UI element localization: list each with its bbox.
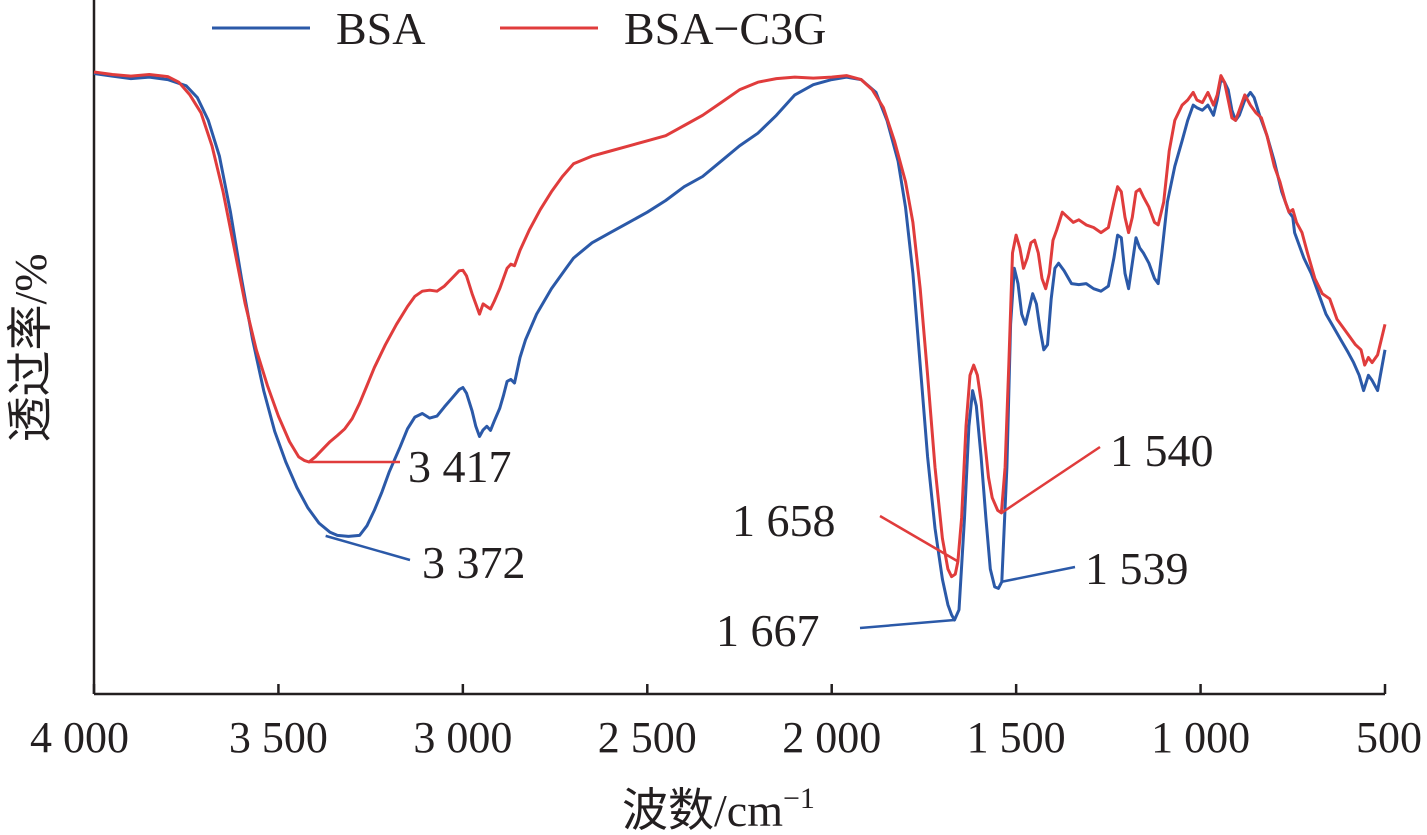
- annotation-label: 1 658: [732, 495, 836, 546]
- annotation-label: 1 539: [1085, 543, 1189, 594]
- x-tick-label: 2 500: [598, 713, 697, 762]
- x-axis-title: 波数/cm−1: [622, 782, 815, 835]
- annotation-leader: [859, 618, 955, 630]
- annotation-leader: [1001, 565, 1076, 583]
- x-tick-label: 1 500: [967, 713, 1066, 762]
- annotation-label: 1 667: [716, 605, 820, 656]
- series-layer: [93, 70, 1387, 622]
- annotation-label: 3 417: [408, 441, 512, 492]
- legend: BSA BSA−C3G: [212, 3, 826, 54]
- annotation-leader: [325, 534, 411, 562]
- annotation-leader: [879, 514, 959, 563]
- x-tick-label: 3 000: [413, 713, 512, 762]
- series-line-bsa: [93, 72, 1387, 622]
- x-tick-label: 500: [1356, 713, 1422, 762]
- x-tick-label: 3 500: [229, 713, 328, 762]
- plot-frame: [92, 0, 1385, 696]
- x-axis-title-superscript: −1: [783, 782, 815, 815]
- annotation-layer: 3 417 3 372 1 658 1 540 1 667 1 539: [309, 425, 1214, 656]
- x-ticks: 4 000 3 500 3 000 2 500 2 000 1 500 1 000 500: [30, 684, 1422, 762]
- annotation-label: 1 540: [1110, 425, 1214, 476]
- legend-label-bsa-c3g: BSA−C3G: [624, 3, 826, 54]
- series-line-bsa-c3g: [93, 70, 1387, 579]
- x-tick-label: 1 000: [1151, 713, 1250, 762]
- annotation-leader: [1000, 445, 1101, 514]
- x-tick-label: 2 000: [782, 713, 881, 762]
- x-axis-title-text: 波数/cm: [622, 785, 783, 835]
- y-axis-title: 透过率/%: [5, 253, 56, 442]
- legend-label-bsa: BSA: [336, 3, 425, 54]
- annotation-label: 3 372: [422, 537, 526, 588]
- x-tick-label: 4 000: [30, 713, 129, 762]
